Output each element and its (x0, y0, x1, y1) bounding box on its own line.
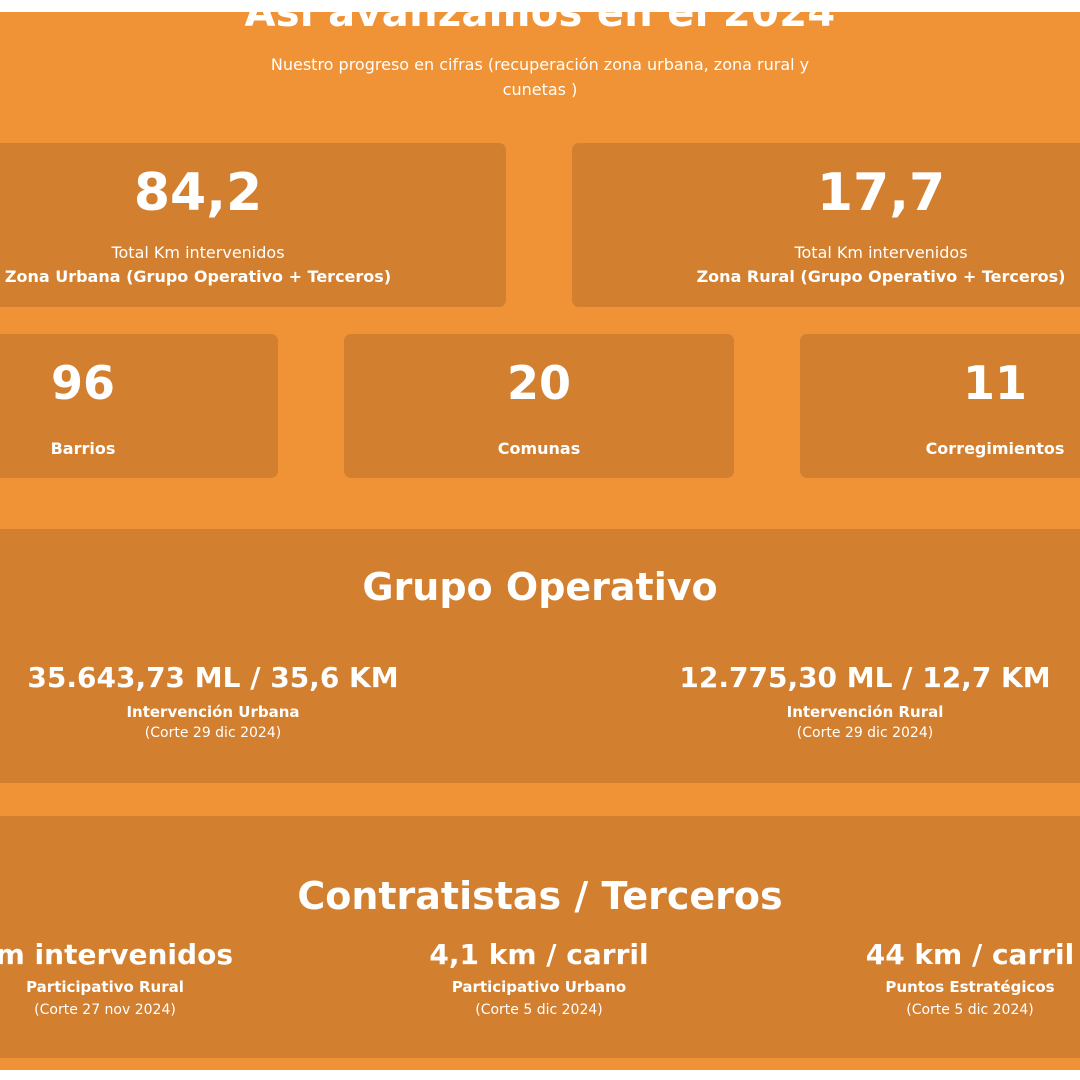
grupo-rural-label: Intervención Rural (786, 703, 944, 721)
contratistas-estrategicos-value: 44 km / carril (865, 938, 1075, 971)
km-card-urban-value: 84,2 (133, 163, 263, 223)
count-card-comunas: 20 Comunas (344, 334, 734, 478)
contratistas-rural-label: Participativo Rural (26, 978, 184, 996)
contratistas-estrategicos-label: Puntos Estratégicos (885, 978, 1055, 996)
km-card-rural-value: 17,7 (816, 163, 946, 223)
subtitle-line-1: Nuestro progreso en cifras (recuperación… (270, 55, 810, 74)
km-card-rural: 17,7 Total Km intervenidos Zona Rural (G… (572, 143, 1080, 307)
count-card-corregimientos-value: 11 (962, 356, 1027, 410)
page-subtitle: Nuestro progreso en cifras (recuperación… (230, 52, 850, 102)
grupo-urbana-value: 35.643,73 ML / 35,6 KM (27, 661, 399, 694)
km-card-rural-sublabel: Zona Rural (Grupo Operativo + Terceros) (696, 267, 1066, 286)
km-card-urban-label: Total Km intervenidos (111, 243, 285, 262)
grupo-rural-note: (Corte 29 dic 2024) (796, 725, 934, 741)
contratistas-urbano-label: Participativo Urbano (451, 978, 627, 996)
km-card-urban-sublabel: Zona Urbana (Grupo Operativo + Terceros) (4, 267, 392, 286)
grupo-urbana-label: Intervención Urbana (126, 703, 300, 721)
km-card-rural-label: Total Km intervenidos (794, 243, 968, 262)
count-card-barrios-value: 96 (50, 356, 115, 410)
contratistas-urbano-value: 4,1 km / carril (429, 938, 649, 971)
count-card-comunas-label: Comunas (497, 439, 581, 458)
km-card-urban: 84,2 Total Km intervenidos Zona Urbana (… (0, 143, 506, 307)
infographic-canvas: Así avanzamos en el 2024 Nuestro progres… (0, 12, 1080, 1070)
subtitle-line-2: cunetas ) (502, 80, 578, 99)
count-card-comunas-value: 20 (506, 356, 571, 410)
contratistas-rural-value: km intervenidos (0, 938, 233, 971)
contratistas-urbano-note: (Corte 5 dic 2024) (475, 1002, 603, 1018)
contratistas-rural-note: (Corte 27 nov 2024) (34, 1002, 176, 1018)
contratistas-estrategicos-note: (Corte 5 dic 2024) (906, 1002, 1034, 1018)
contratistas-title: Contratistas / Terceros (297, 874, 783, 918)
count-card-barrios: 96 Barrios (0, 334, 278, 478)
grupo-operativo-title: Grupo Operativo (362, 565, 718, 609)
count-card-corregimientos-label: Corregimientos (925, 439, 1065, 458)
page-title: Así avanzamos en el 2024 (244, 12, 836, 36)
count-card-barrios-label: Barrios (50, 439, 116, 458)
grupo-operativo-section: Grupo Operativo 35.643,73 ML / 35,6 KM I… (0, 529, 1080, 783)
grupo-rural-value: 12.775,30 ML / 12,7 KM (679, 661, 1051, 694)
count-card-corregimientos: 11 Corregimientos (800, 334, 1080, 478)
contratistas-section: Contratistas / Terceros km intervenidos … (0, 816, 1080, 1058)
grupo-urbana-note: (Corte 29 dic 2024) (144, 725, 282, 741)
